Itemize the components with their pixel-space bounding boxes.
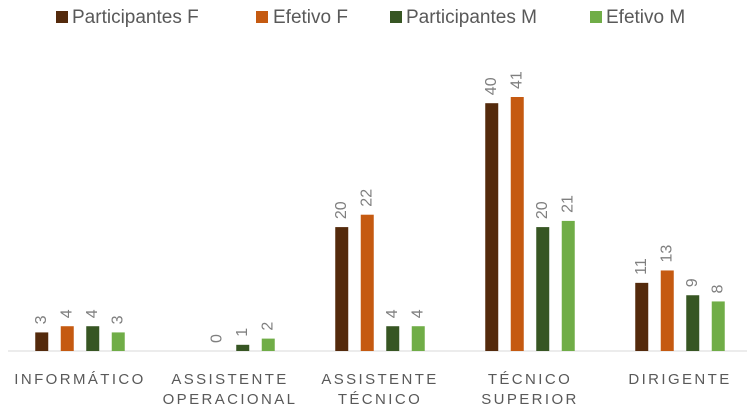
bar xyxy=(261,338,275,351)
value-label: 8 xyxy=(709,284,726,293)
bar xyxy=(236,344,250,351)
x-tick-label: ASSISTENTE OPERACIONAL xyxy=(163,371,298,407)
bar xyxy=(60,326,74,351)
x-tick-label: ASSISTENTE TÉCNICO xyxy=(321,371,438,407)
value-label: 4 xyxy=(384,309,401,318)
value-label: 20 xyxy=(534,201,551,219)
legend-label: Participantes F xyxy=(72,7,199,28)
value-label: 3 xyxy=(109,315,126,324)
bar xyxy=(485,103,499,351)
value-label: 1 xyxy=(234,328,251,337)
value-label: 41 xyxy=(508,71,525,89)
value-label: 20 xyxy=(333,201,350,219)
value-label: 0 xyxy=(208,334,225,343)
legend-swatch xyxy=(256,11,268,23)
value-label: 9 xyxy=(684,278,701,287)
value-label: 4 xyxy=(409,309,426,318)
bar xyxy=(510,97,524,351)
bar xyxy=(536,227,550,351)
legend-swatch xyxy=(56,11,68,23)
value-label: 4 xyxy=(58,309,75,318)
value-label: 13 xyxy=(658,245,675,263)
x-tick-label: INFORMÁTICO xyxy=(14,371,145,388)
bar xyxy=(711,301,725,351)
value-label: 40 xyxy=(483,77,500,95)
x-tick-label: TÉCNICO SUPERIOR xyxy=(481,371,579,407)
bar xyxy=(335,227,349,351)
bar xyxy=(386,326,400,351)
value-label: 22 xyxy=(358,189,375,207)
bar xyxy=(561,220,575,351)
bar xyxy=(86,326,100,351)
bar xyxy=(411,326,425,351)
legend-label: Efetivo M xyxy=(606,7,685,28)
legend-swatch xyxy=(590,11,602,23)
value-label: 3 xyxy=(33,315,50,324)
value-label: 2 xyxy=(259,322,276,331)
bar xyxy=(686,295,700,351)
value-label: 4 xyxy=(84,309,101,318)
legend-label: Efetivo F xyxy=(273,7,348,28)
bar xyxy=(111,332,125,351)
value-label: 11 xyxy=(633,258,650,275)
value-label: 21 xyxy=(559,195,576,213)
bar xyxy=(35,332,49,351)
legend-label: Participantes M xyxy=(406,7,537,28)
bar xyxy=(360,214,374,351)
legend-swatch xyxy=(390,11,402,23)
bar xyxy=(660,270,674,351)
bar xyxy=(635,282,649,351)
x-tick-label: DIRIGENTE xyxy=(628,371,731,388)
